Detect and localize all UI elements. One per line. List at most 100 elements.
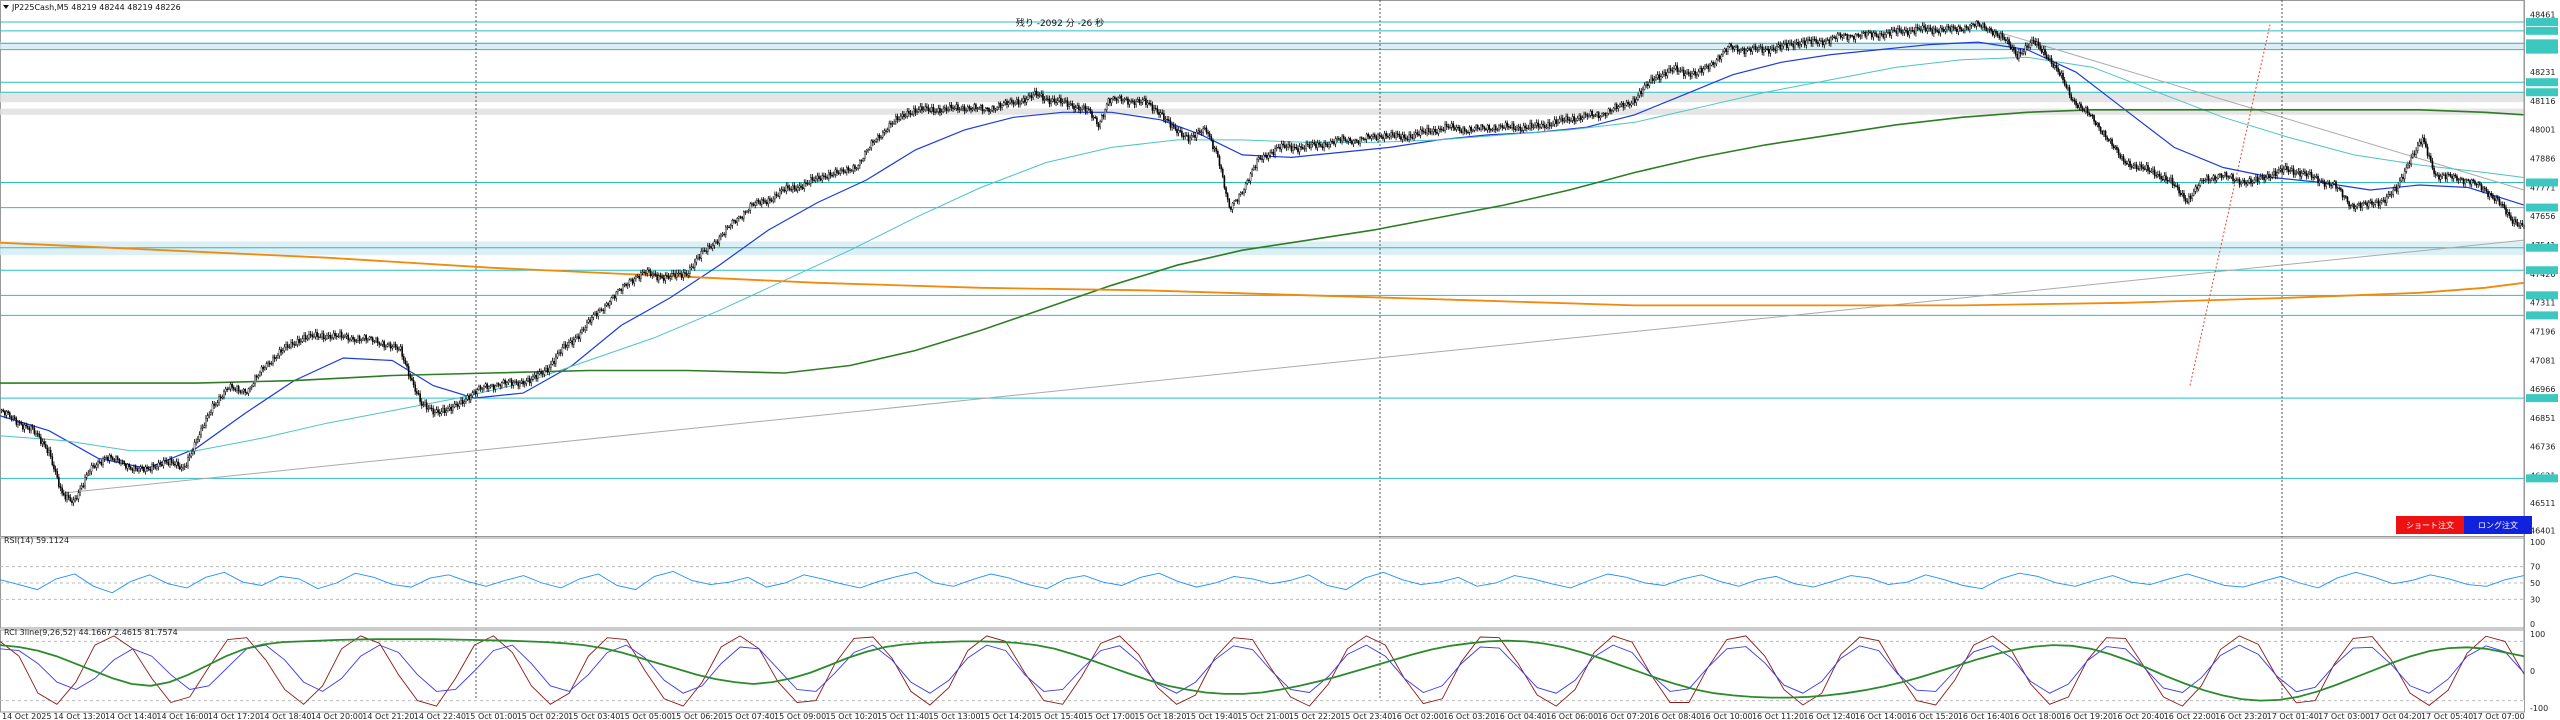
bear-candle: [1279, 146, 1281, 150]
bear-candle: [474, 391, 477, 395]
bull-candle: [664, 275, 667, 281]
bull-candle: [1843, 33, 1845, 37]
bull-candle: [1570, 120, 1572, 122]
bull-candle: [30, 426, 32, 431]
bull-candle: [883, 130, 886, 133]
bear-candle: [1952, 26, 1955, 28]
bull-candle: [489, 385, 492, 387]
bear-candle: [2101, 131, 2104, 135]
bear-candle: [1519, 126, 1522, 131]
bull-candle: [1782, 43, 1785, 47]
bear-candle: [2225, 172, 2228, 177]
bull-candle: [2394, 187, 2396, 191]
bear-candle: [1375, 136, 1378, 140]
bull-candle: [608, 301, 611, 306]
bear-candle: [1604, 112, 1607, 116]
bear-candle: [2497, 197, 2499, 200]
bear-candle: [1217, 151, 1219, 157]
bull-candle: [2436, 174, 2439, 176]
level-price-tag: [2526, 474, 2558, 483]
bear-candle: [1501, 125, 1504, 128]
bear-candle: [849, 169, 851, 172]
bear-candle: [2086, 107, 2089, 114]
buy-order-button[interactable]: [2464, 516, 2532, 534]
bull-candle: [2006, 39, 2009, 41]
bull-candle: [2309, 171, 2311, 175]
symbol-menu-icon[interactable]: [3, 5, 9, 9]
bear-candle: [172, 462, 175, 465]
bear-candle: [1544, 124, 1546, 128]
bear-candle: [419, 393, 421, 402]
bull-candle: [1372, 134, 1374, 137]
bull-candle: [1516, 127, 1518, 130]
bear-candle: [1494, 125, 1497, 130]
bear-candle: [2143, 168, 2146, 170]
bull-candle: [2209, 179, 2211, 182]
bull-candle: [2397, 185, 2399, 192]
bull-candle: [2253, 179, 2256, 183]
bear-candle: [2004, 39, 2007, 41]
bull-candle: [742, 211, 745, 219]
bear-candle: [2189, 195, 2192, 199]
level-price-tag: [2526, 266, 2558, 275]
time-tick: 14 Oct 18:40: [259, 712, 311, 720]
bull-candle: [2331, 183, 2334, 186]
bear-candle: [952, 107, 954, 110]
bear-candle: [2116, 146, 2118, 150]
bear-candle: [28, 428, 31, 431]
bear-candle: [2281, 168, 2283, 173]
bull-candle: [1746, 48, 1749, 51]
bull-candle: [180, 467, 183, 470]
bear-candle: [993, 106, 995, 110]
price-tick: 46736: [2530, 443, 2555, 452]
bull-candle: [2349, 205, 2352, 207]
bull-candle: [2506, 211, 2509, 215]
bull-candle: [133, 465, 135, 471]
bear-candle: [2047, 57, 2050, 60]
bull-candle: [200, 427, 202, 435]
bear-candle: [1378, 134, 1381, 137]
bear-candle: [2178, 187, 2180, 194]
bull-candle: [363, 335, 366, 339]
bull-candle: [1045, 98, 1048, 100]
bull-candle: [880, 136, 882, 139]
bear-candle: [787, 185, 789, 189]
bear-candle: [2492, 195, 2494, 199]
bear-candle: [1779, 44, 1782, 49]
bull-candle: [2277, 169, 2280, 173]
bull-candle: [2199, 180, 2202, 186]
price-tick: 48461: [2530, 10, 2555, 19]
bull-candle: [556, 353, 559, 358]
bear-candle: [2487, 191, 2489, 197]
bull-candle: [388, 343, 390, 345]
level-price-tag: [2526, 311, 2558, 320]
bull-candle: [306, 338, 309, 340]
bear-candle: [1923, 25, 1925, 28]
bull-candle: [839, 169, 842, 174]
bear-candle: [2413, 153, 2416, 155]
bear-candle: [1736, 45, 1739, 52]
bear-candle: [620, 288, 622, 292]
sell-order-button[interactable]: [2396, 516, 2464, 534]
main-price-panel[interactable]: [0, 0, 2525, 537]
bear-candle: [15, 418, 18, 425]
bear-candle: [577, 336, 580, 339]
bear-candle: [522, 380, 524, 385]
bull-candle: [1498, 125, 1500, 130]
bull-candle: [913, 108, 915, 115]
bull-candle: [249, 387, 251, 390]
bull-candle: [2170, 177, 2172, 181]
bull-candle: [862, 158, 864, 161]
bear-candle: [2498, 198, 2501, 205]
bull-candle: [572, 339, 575, 345]
time-tick: 14 Oct 13:20: [53, 712, 105, 720]
bear-candle: [2490, 193, 2493, 196]
bear-candle: [698, 256, 701, 259]
bull-candle: [1408, 134, 1410, 140]
bull-candle: [2036, 41, 2038, 46]
bear-candle: [818, 175, 820, 179]
bear-candle: [2130, 166, 2133, 168]
